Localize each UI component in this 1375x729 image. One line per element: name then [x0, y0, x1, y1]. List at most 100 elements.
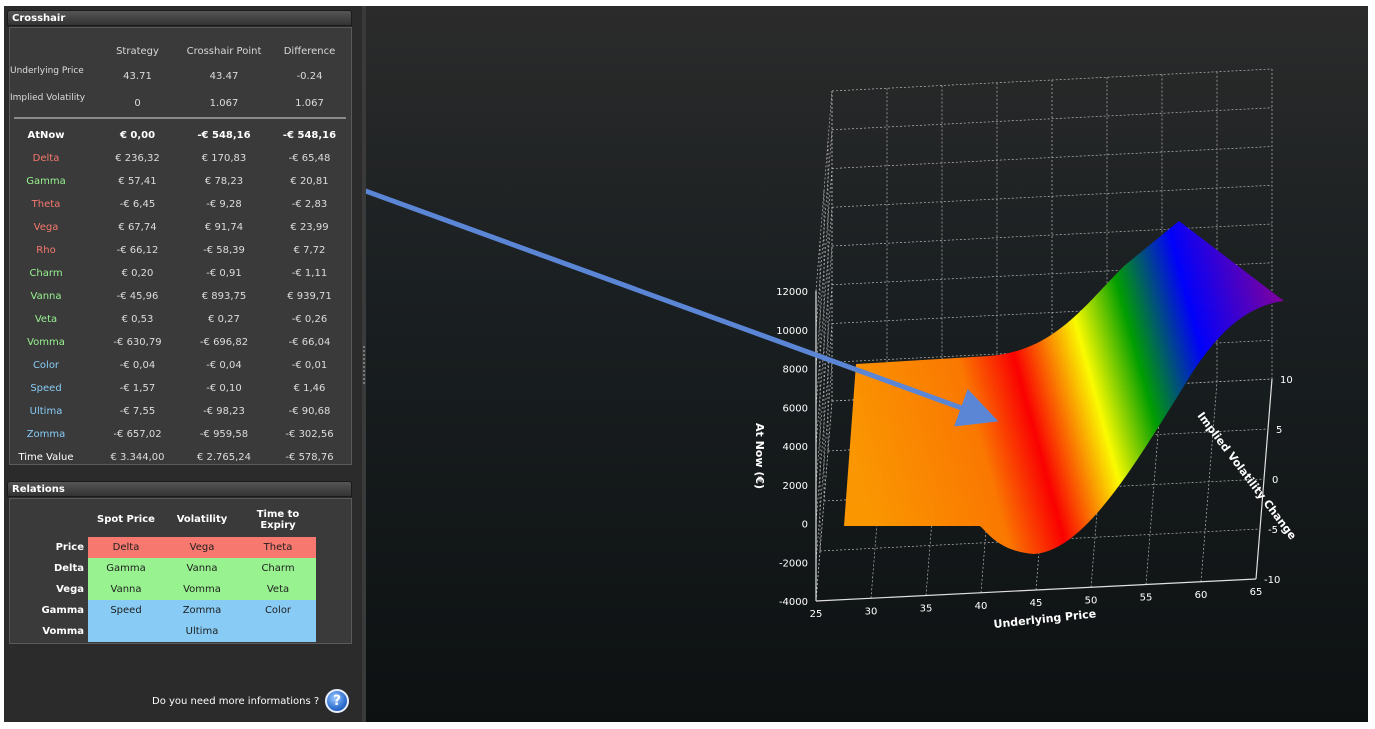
- strategy-value: -€ 7,55: [119, 406, 156, 417]
- y-tick-label: -5: [1268, 525, 1278, 536]
- crosshair-point-value: 1.067: [209, 98, 239, 109]
- column-header-crosshair-point: Crosshair Point: [186, 46, 262, 57]
- greek-row-rho: Rho -€ 66,12 -€ 58,39 € 7,72: [10, 239, 351, 262]
- z-tick-label: 0: [802, 520, 808, 531]
- crosshair-table: Strategy Crosshair Point Difference Unde…: [9, 27, 352, 465]
- relations-cell: Charm: [240, 558, 316, 579]
- difference-value: € 7,72: [293, 245, 326, 256]
- crosshair-point-value: -€ 0,10: [206, 383, 242, 394]
- crosshair-point-value: -€ 9,28: [206, 199, 242, 210]
- difference-value: -€ 302,56: [285, 429, 334, 440]
- difference-value: -0.24: [296, 71, 323, 82]
- column-header-difference: Difference: [283, 46, 336, 57]
- z-tick-label: -4000: [779, 597, 808, 608]
- crosshair-header: Crosshair: [7, 10, 352, 26]
- difference-value: -€ 0,01: [291, 360, 328, 371]
- table-divider: [14, 117, 346, 119]
- strategy-value: € 0,53: [121, 314, 154, 325]
- x-tick-label: 35: [920, 604, 933, 615]
- help-question-icon[interactable]: ?: [325, 689, 349, 713]
- strategy-value: € 57,41: [118, 176, 157, 187]
- greek-label: AtNow: [27, 130, 65, 141]
- z-tick-label: 4000: [783, 442, 808, 453]
- greek-label: Rho: [36, 245, 56, 256]
- relations-row-label: Delta: [53, 563, 84, 574]
- strategy-value: € 0,20: [121, 268, 154, 279]
- relations-row-label: Vega: [56, 584, 84, 595]
- x-tick-label: 30: [865, 606, 878, 617]
- x-axis-line: [815, 578, 1257, 602]
- crosshair-point-value: € 893,75: [201, 291, 247, 302]
- strategy-value: -€ 6,45: [119, 199, 156, 210]
- y-axis-line: [1255, 378, 1273, 580]
- greek-label: Vomma: [27, 337, 65, 348]
- row-label: Implied Volatility: [10, 93, 86, 103]
- greek-label: Color: [32, 360, 60, 371]
- panel-splitter[interactable]: [362, 6, 366, 722]
- y-axis-label: Implied Volatility Change: [1195, 410, 1299, 543]
- relations-row-label: Gamma: [41, 605, 84, 616]
- x-tick-label: 40: [975, 601, 988, 612]
- difference-value: -€ 2,83: [291, 199, 328, 210]
- greek-label: Zomma: [26, 429, 66, 440]
- greek-label: Charm: [29, 268, 63, 279]
- strategy-value: € 67,74: [118, 222, 157, 233]
- relations-cell: Theta: [240, 537, 316, 558]
- greek-label: Vanna: [30, 291, 62, 302]
- greek-row-theta: Theta -€ 6,45 -€ 9,28 -€ 2,83: [10, 193, 351, 216]
- x-tick-label: 45: [1030, 598, 1043, 609]
- strategy-value: -€ 45,96: [116, 291, 159, 302]
- app-window: Crosshair Strategy Crosshair Point Diffe…: [4, 6, 1368, 722]
- relations-cell: Vanna: [164, 558, 240, 579]
- crosshair-point-value: -€ 0,91: [206, 268, 242, 279]
- difference-value: € 20,81: [290, 176, 329, 187]
- difference-value: -€ 548,16: [282, 130, 337, 141]
- x-tick-label: 60: [1195, 590, 1208, 601]
- crosshair-point-value: -€ 58,39: [203, 245, 245, 256]
- chart-area[interactable]: 25 30 35 40 45 50 55 60 65 -4000 -2000 0 2000 4000 600…: [366, 6, 1368, 722]
- greek-row-ultima: Ultima -€ 7,55 -€ 98,23 -€ 90,68: [10, 400, 351, 423]
- greek-row-gamma: Gamma € 57,41 € 78,23 € 20,81: [10, 170, 351, 193]
- greek-row-vomma: Vomma -€ 630,79 -€ 696,82 -€ 66,04: [10, 331, 351, 354]
- strategy-value: € 3.344,00: [110, 452, 165, 463]
- relations-table: Spot Price Volatility Time to Expiry Pri…: [9, 498, 352, 644]
- column-header-strategy: Strategy: [116, 46, 159, 57]
- relations-cell: Veta: [240, 579, 316, 600]
- grid-line: [831, 68, 1273, 92]
- relations-cell: Ultima: [164, 621, 240, 642]
- crosshair-point-value: 43.47: [209, 71, 239, 82]
- relations-cell: Vanna: [88, 579, 164, 600]
- difference-value: -€ 65,48: [288, 153, 331, 164]
- greek-label: Veta: [34, 314, 58, 325]
- crosshair-point-value: -€ 696,82: [199, 337, 249, 348]
- greek-row-charm: Charm € 0,20 -€ 0,91 -€ 1,11: [10, 262, 351, 285]
- relations-cell: [88, 621, 164, 642]
- relations-column-volatility: Volatility: [176, 514, 228, 525]
- relations-cell: Speed: [88, 600, 164, 621]
- difference-value: € 1,46: [293, 383, 326, 394]
- x-tick-label: 25: [810, 609, 823, 620]
- strategy-value: € 0,00: [119, 130, 156, 141]
- z-tick-label: 10000: [776, 326, 808, 337]
- z-tick-label: 6000: [783, 403, 808, 414]
- difference-value: -€ 90,68: [288, 406, 331, 417]
- help-text: Do you need more informations ?: [152, 696, 320, 707]
- relations-column-time-to-expiry: Time to Expiry: [256, 509, 300, 531]
- relations-row-label: Vomma: [42, 626, 84, 637]
- greek-label: Speed: [30, 383, 62, 394]
- crosshair-column-headers: Strategy Crosshair Point Difference: [10, 40, 351, 63]
- input-row-underlying-price: Underlying Price 43.71 43.47 -0.24: [10, 65, 351, 88]
- relations-cell: Vomma: [164, 579, 240, 600]
- y-tick-label: -10: [1264, 575, 1280, 586]
- greek-row-speed: Speed -€ 1,57 -€ 0,10 € 1,46: [10, 377, 351, 400]
- greek-label: Time Value: [18, 452, 74, 463]
- strategy-value: -€ 657,02: [113, 429, 162, 440]
- surface-chart[interactable]: 25 30 35 40 45 50 55 60 65-4000-2000020004000600…: [366, 6, 1368, 722]
- greek-row-vanna: Vanna -€ 45,96 € 893,75 € 939,71: [10, 285, 351, 308]
- difference-value: € 939,71: [287, 291, 332, 302]
- greek-label: Gamma: [26, 176, 66, 187]
- strategy-value: -€ 0,04: [119, 360, 156, 371]
- grid-line: [831, 107, 1273, 131]
- relations-row-label: Price: [55, 542, 84, 553]
- x-tick-label: 55: [1140, 593, 1153, 604]
